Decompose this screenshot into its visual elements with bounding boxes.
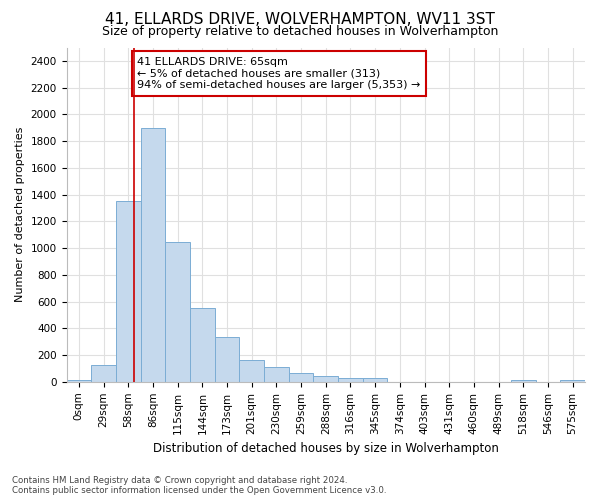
Bar xyxy=(363,378,388,382)
Bar xyxy=(289,373,313,382)
Bar xyxy=(264,367,289,382)
Bar xyxy=(140,128,165,382)
Y-axis label: Number of detached properties: Number of detached properties xyxy=(15,127,25,302)
Bar xyxy=(165,242,190,382)
Bar xyxy=(313,376,338,382)
Bar xyxy=(190,308,215,382)
Bar xyxy=(215,337,239,382)
Text: 41 ELLARDS DRIVE: 65sqm
← 5% of detached houses are smaller (313)
94% of semi-de: 41 ELLARDS DRIVE: 65sqm ← 5% of detached… xyxy=(137,57,421,90)
Bar xyxy=(239,360,264,382)
Text: Size of property relative to detached houses in Wolverhampton: Size of property relative to detached ho… xyxy=(102,25,498,38)
Bar xyxy=(116,202,140,382)
Text: Contains HM Land Registry data © Crown copyright and database right 2024.
Contai: Contains HM Land Registry data © Crown c… xyxy=(12,476,386,495)
Bar xyxy=(91,365,116,382)
Bar xyxy=(560,380,585,382)
Bar xyxy=(67,380,91,382)
Bar xyxy=(511,380,536,382)
X-axis label: Distribution of detached houses by size in Wolverhampton: Distribution of detached houses by size … xyxy=(153,442,499,455)
Text: 41, ELLARDS DRIVE, WOLVERHAMPTON, WV11 3ST: 41, ELLARDS DRIVE, WOLVERHAMPTON, WV11 3… xyxy=(105,12,495,28)
Bar xyxy=(338,378,363,382)
